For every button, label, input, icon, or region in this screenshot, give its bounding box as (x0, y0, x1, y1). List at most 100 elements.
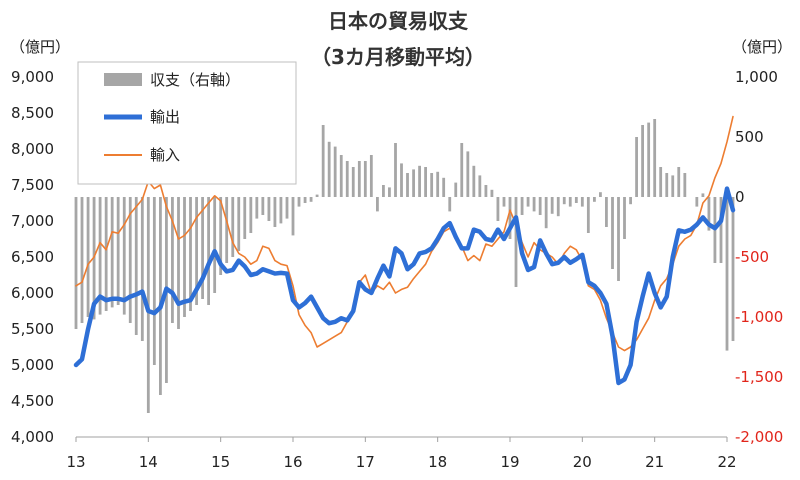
x-tick-label: 13 (66, 453, 85, 471)
balance-bar (231, 197, 235, 257)
balance-bar (74, 197, 78, 329)
balance-bar (219, 197, 223, 275)
balance-bar (333, 146, 337, 197)
y-left-tick-label: 6,500 (11, 248, 54, 266)
balance-bar (659, 167, 663, 197)
y-left-tick-label: 6,000 (11, 284, 54, 302)
balance-bar (122, 197, 126, 315)
balance-bar (321, 125, 325, 197)
balance-bar (448, 197, 452, 212)
balance-bar (243, 197, 247, 239)
balance-bar (195, 197, 198, 305)
balance-bar (315, 194, 319, 197)
balance-bar (357, 161, 361, 197)
y-right-tick-label: -2,000 (735, 428, 783, 446)
balance-bar (225, 197, 229, 263)
balance-bar (104, 197, 108, 311)
balance-bar (261, 197, 265, 215)
balance-bar (623, 197, 626, 239)
balance-bar (86, 197, 90, 317)
export-line (73, 186, 736, 386)
balance-bar (345, 161, 349, 197)
y-right-tick-label: -500 (735, 248, 769, 266)
balance-bar (532, 197, 536, 212)
balance-bar (562, 197, 566, 205)
balance-bar (309, 197, 313, 202)
balance-bar (635, 137, 638, 197)
balance-bar (574, 197, 578, 203)
balance-bar (134, 197, 138, 335)
x-tick-label: 22 (717, 453, 736, 471)
balance-bar (520, 197, 524, 215)
balance-bar (731, 197, 735, 341)
balance-bar (279, 197, 283, 224)
balance-bar (400, 163, 403, 197)
y-left-tick-label: 9,000 (11, 68, 54, 86)
balance-bar (171, 197, 174, 323)
balance-bar (526, 197, 530, 207)
x-tick-label: 14 (139, 453, 158, 471)
y-left-tick-label: 4,500 (11, 392, 54, 410)
balance-bar (388, 187, 391, 197)
y-right-tick-label: -1,500 (735, 368, 783, 386)
y-left-tick-label: 5,000 (11, 356, 54, 374)
y-left-tick-label: 8,500 (11, 104, 54, 122)
balance-bar (140, 197, 144, 341)
legend-label-balance: 収支（右軸） (150, 71, 240, 89)
balance-bar (291, 197, 295, 236)
balance-bar (695, 197, 699, 207)
balance-bar (496, 197, 500, 221)
balance-bar (460, 143, 464, 197)
balance-bar (183, 197, 186, 317)
balance-bar (442, 177, 446, 197)
balance-bar (406, 173, 409, 197)
balance-bar (665, 173, 669, 197)
legend-label-import: 輸入 (150, 146, 180, 164)
balance-bar (303, 197, 307, 203)
balance-bar (152, 197, 156, 365)
x-tick-label: 21 (645, 453, 664, 471)
x-tick-label: 20 (573, 453, 592, 471)
balance-bar (725, 197, 729, 351)
balance-bar (436, 171, 440, 197)
left-axis-unit: （億円） (10, 38, 70, 56)
balance-bar (677, 167, 681, 197)
balance-bar (297, 197, 301, 207)
balance-bar (255, 197, 259, 219)
legend-swatch-balance (104, 73, 142, 86)
balance-bar (213, 197, 217, 293)
balance-bar (116, 197, 120, 305)
y-left-tick-label: 4,000 (11, 428, 54, 446)
legend: 収支（右軸） 輸出 輸入 (77, 61, 297, 185)
balance-bar (550, 197, 554, 214)
balance-bar (478, 175, 482, 197)
x-tick-label: 19 (500, 453, 519, 471)
balance-bar (707, 197, 711, 231)
y-left-tick-label: 5,500 (11, 320, 54, 338)
series-lines (73, 115, 736, 386)
y-left-tick-label: 8,000 (11, 140, 54, 158)
y-left-tick-label: 7,000 (11, 212, 54, 230)
right-axis-unit: （億円） (732, 38, 792, 56)
balance-bar (128, 197, 132, 323)
balance-bar (207, 197, 210, 305)
balance-bar (490, 189, 494, 197)
balance-bar (502, 197, 506, 207)
balance-bar (683, 173, 687, 197)
balance-bar (110, 197, 114, 308)
balance-bar (363, 161, 367, 197)
balance-bar (412, 169, 415, 197)
balance-bar (617, 197, 620, 281)
x-tick-label: 18 (428, 453, 447, 471)
balance-bar (159, 197, 162, 395)
balance-bar (376, 197, 379, 212)
tick-labels: 9,000 8,500 8,000 7,500 7,000 6,500 6,000 5,500… (11, 68, 783, 471)
balance-bar (351, 167, 355, 197)
balance-bar (611, 197, 614, 269)
x-tick-label: 15 (211, 453, 230, 471)
balance-bar (327, 141, 331, 197)
balance-bar (98, 197, 102, 315)
balance-bar (568, 197, 572, 207)
balance-bar (189, 197, 192, 311)
